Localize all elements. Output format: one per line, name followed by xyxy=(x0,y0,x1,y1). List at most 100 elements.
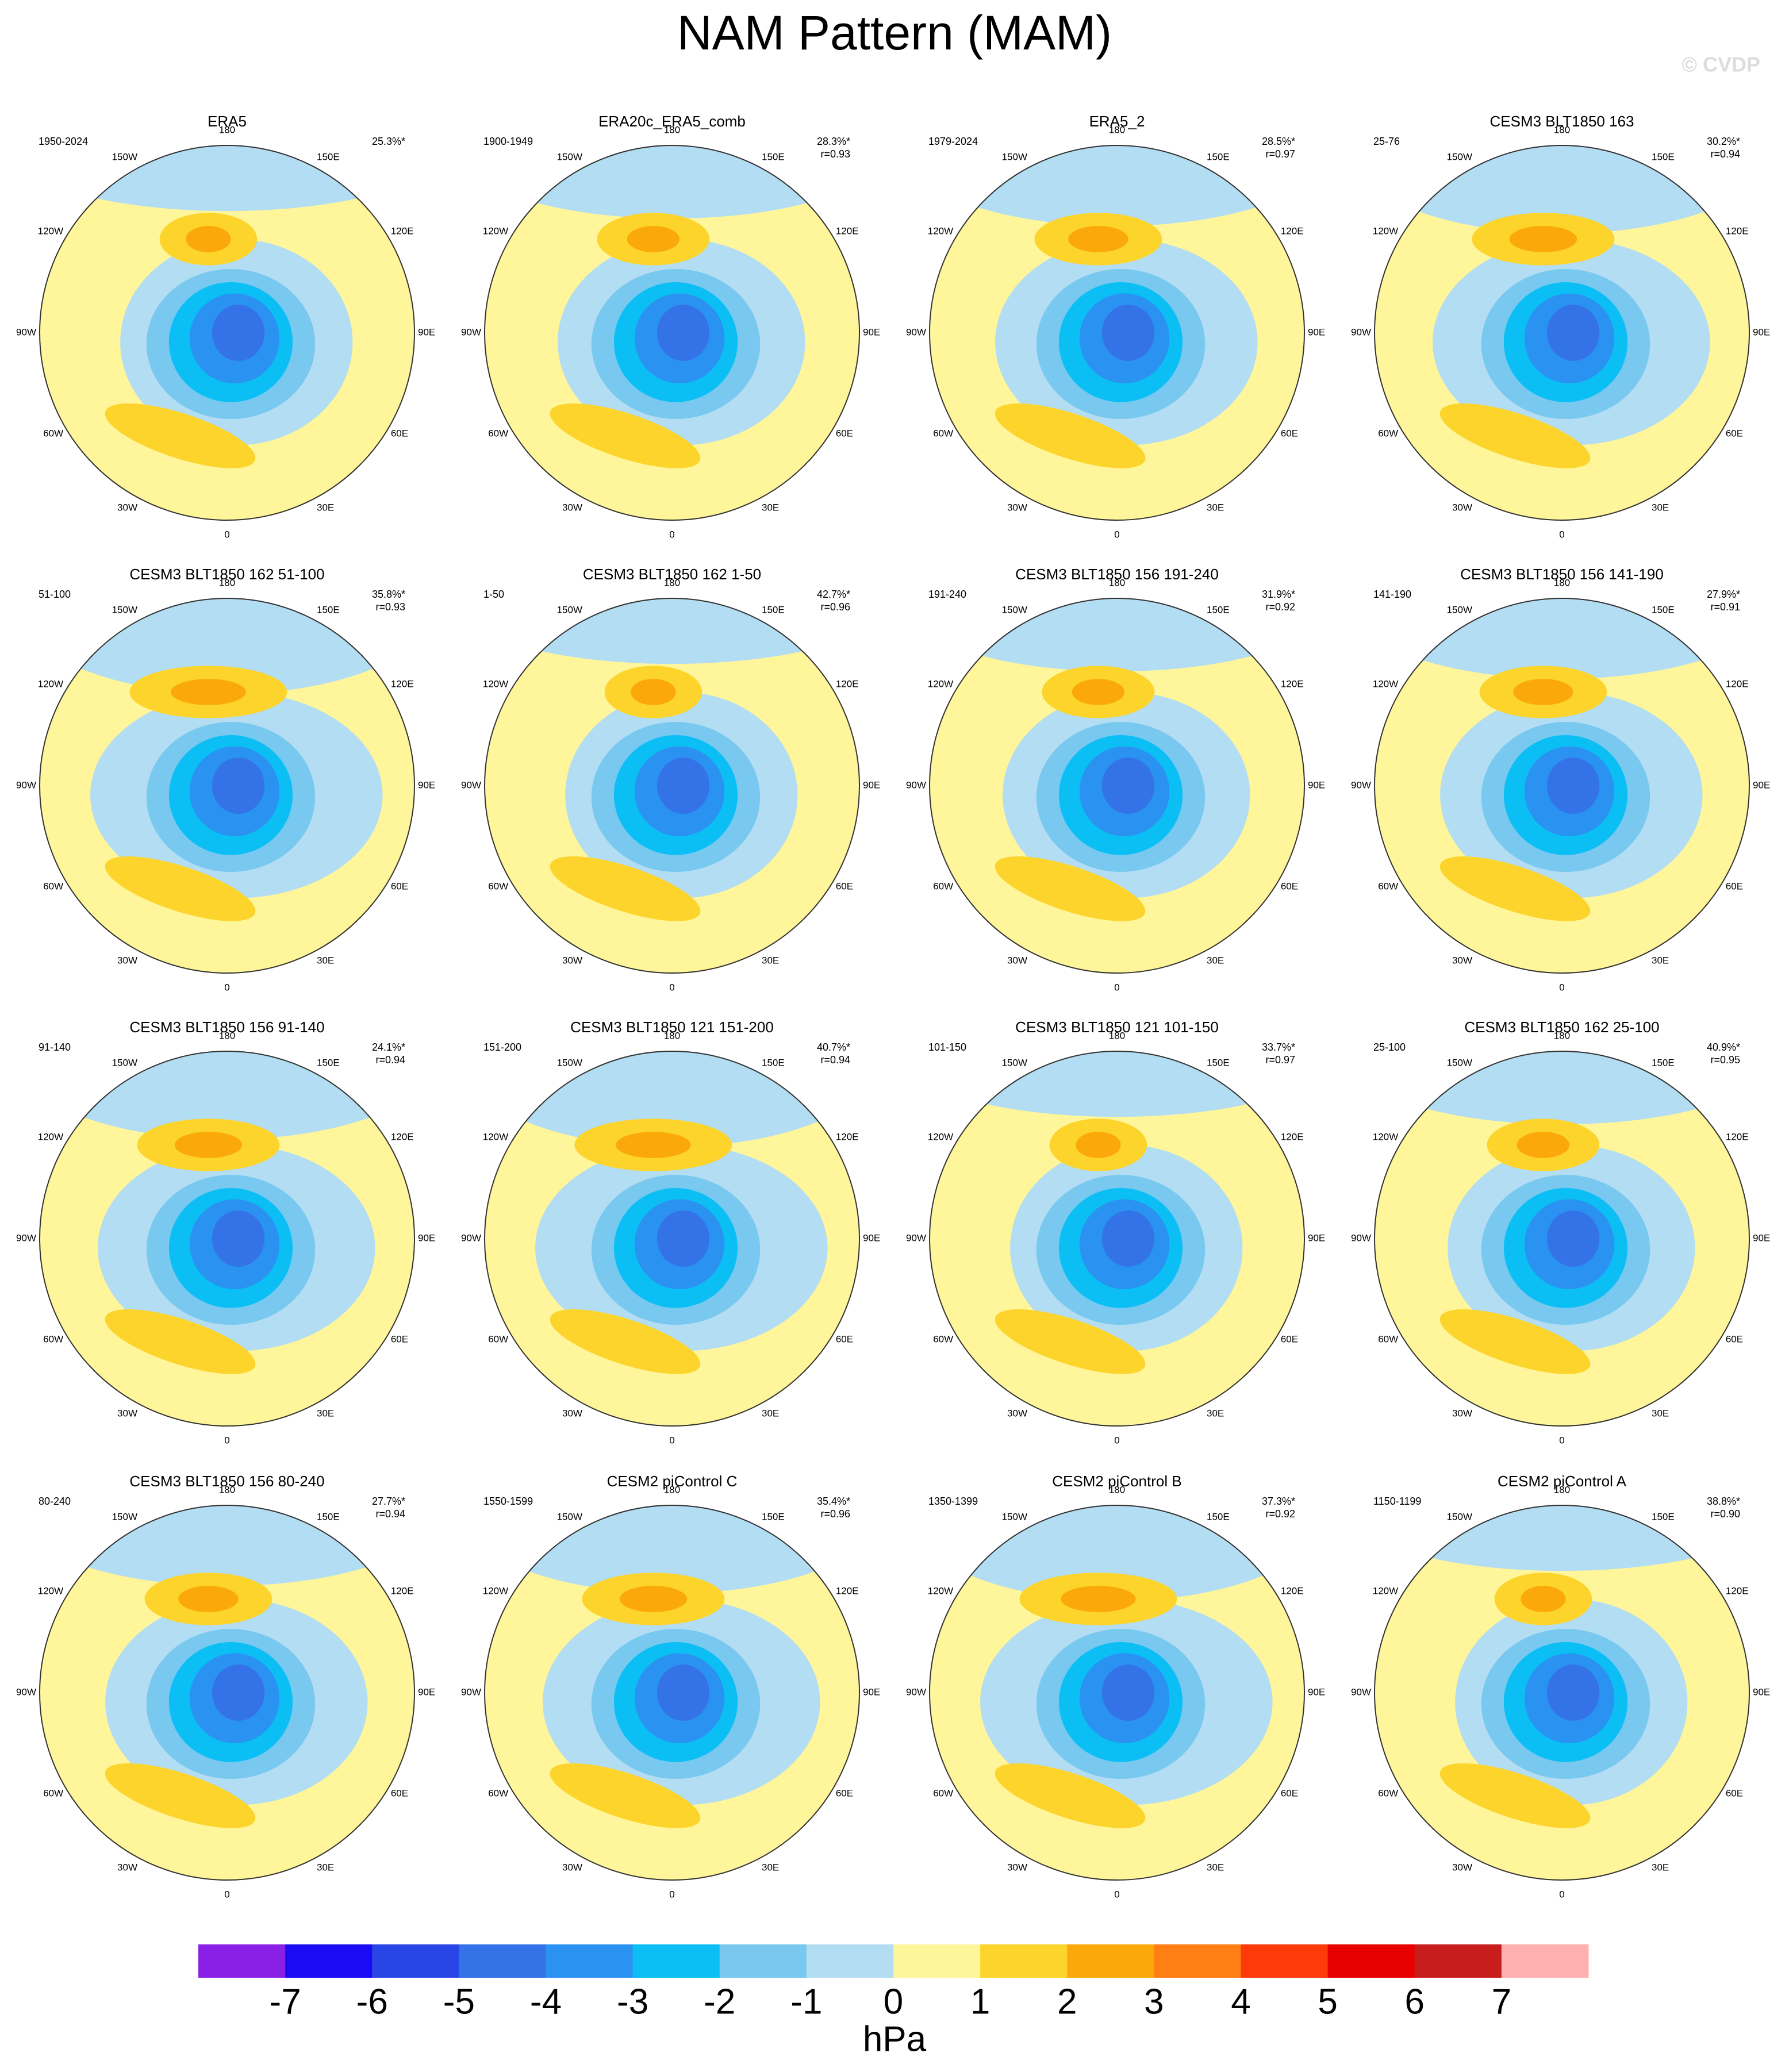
panel-variance: 30.2%* xyxy=(1707,136,1740,147)
panel-title: CESM3 BLT1850 156 80-240 xyxy=(129,1473,324,1490)
shading xyxy=(657,1664,710,1721)
panel-title: CESM2 piControl B xyxy=(1052,1473,1181,1490)
map-panel: CESM3 BLT1850 156 141-190 141-190 27.9%*r=… xyxy=(1351,566,1770,993)
longitude-label: 60E xyxy=(1281,428,1298,439)
panel-correlation: r=0.96 xyxy=(820,1508,850,1520)
shading xyxy=(485,598,859,664)
panel-title: CESM3 BLT1850 156 191-240 xyxy=(1015,566,1219,583)
panel-correlation: r=0.94 xyxy=(375,1054,405,1066)
panel-title: CESM3 BLT1850 162 51-100 xyxy=(129,566,324,583)
panel-correlation: r=0.94 xyxy=(820,1054,850,1066)
longitude-label: 120W xyxy=(483,1585,508,1596)
longitude-label: 60W xyxy=(488,428,508,439)
longitude-label: 150W xyxy=(557,605,582,616)
panel-title: CESM2 piControl C xyxy=(607,1473,738,1490)
panel-title: CESM3 BLT1850 121 101-150 xyxy=(1015,1018,1219,1036)
map-panel: CESM3 BLT1850 162 51-100 51-100 35.8%*r=0.… xyxy=(16,566,435,993)
colorbar-swatch xyxy=(285,1944,373,1978)
shading xyxy=(1513,679,1573,705)
map-panel: CESM3 BLT1850 121 151-200 151-200 40.7%*r=… xyxy=(461,1018,880,1446)
longitude-label: 120W xyxy=(483,1131,508,1142)
longitude-label: 60E xyxy=(1281,1787,1298,1798)
shading xyxy=(550,1763,701,1828)
map-field xyxy=(485,598,859,973)
colorbar-swatch xyxy=(1501,1944,1589,1978)
longitude-label: 30W xyxy=(562,1862,582,1873)
panel-variance: 27.7%* xyxy=(372,1496,405,1507)
colorbar-swatch xyxy=(719,1944,807,1978)
map-field xyxy=(930,145,1304,520)
longitude-label: 90W xyxy=(461,326,481,337)
panel-variance: 31.9%* xyxy=(1262,589,1295,600)
shading xyxy=(930,1051,1304,1117)
longitude-label: 30W xyxy=(562,1408,582,1419)
longitude-label: 120E xyxy=(391,1131,414,1142)
longitude-label: 30E xyxy=(317,955,334,966)
longitude-label: 60E xyxy=(391,428,408,439)
longitude-label: 90W xyxy=(1351,1686,1371,1697)
colorbar-label: 0 xyxy=(884,1982,903,2021)
panel-variance: 25.3%* xyxy=(372,136,405,147)
shading xyxy=(1101,1210,1155,1267)
panel-period: 141-190 xyxy=(1373,589,1411,600)
shading xyxy=(1072,679,1125,705)
longitude-label: 0 xyxy=(1559,529,1564,540)
map-border xyxy=(1374,1505,1750,1881)
map-panel: CESM3 BLT1850 163 25-76 30.2%*r=0.94 180 150… xyxy=(1351,113,1770,540)
longitude-label: 150E xyxy=(1207,1058,1230,1068)
panel-title: CESM3 BLT1850 156 91-140 xyxy=(129,1018,324,1036)
shading xyxy=(1101,1664,1155,1721)
longitude-label: 120E xyxy=(836,1131,859,1142)
longitude-label: 150W xyxy=(557,152,582,163)
shading xyxy=(930,1505,1304,1601)
longitude-label: 60W xyxy=(933,881,953,891)
longitude-label: 120W xyxy=(1373,1131,1398,1142)
map-field xyxy=(1375,1051,1749,1426)
longitude-label: 90E xyxy=(1308,1232,1325,1243)
longitude-label: 0 xyxy=(1559,1889,1564,1900)
longitude-label: 150E xyxy=(1652,1058,1675,1068)
longitude-label: 150W xyxy=(1447,1512,1472,1523)
longitude-label: 60W xyxy=(933,1787,953,1798)
panel-correlation: r=0.92 xyxy=(1265,601,1295,613)
longitude-label: 0 xyxy=(669,529,674,540)
longitude-label: 0 xyxy=(1114,529,1119,540)
shading xyxy=(1439,403,1591,468)
shading xyxy=(1439,856,1591,921)
longitude-label: 150E xyxy=(317,152,340,163)
longitude-label: 0 xyxy=(1114,1435,1119,1446)
shading xyxy=(657,1210,710,1267)
longitude-label: 180 xyxy=(1109,124,1125,135)
map-panel: CESM2 piControl A 1150-1199 38.8%*r=0.90 18… xyxy=(1351,1473,1770,1900)
longitude-label: 180 xyxy=(664,577,680,588)
longitude-label: 120W xyxy=(38,1131,63,1142)
panel-variance: 40.7%* xyxy=(817,1041,850,1053)
longitude-label: 150E xyxy=(1207,1512,1230,1523)
colorbar-label: -3 xyxy=(617,1982,648,2021)
map-border xyxy=(484,145,860,521)
panel-correlation: r=0.94 xyxy=(375,1508,405,1520)
longitude-label: 120E xyxy=(836,1585,859,1596)
longitude-label: 30E xyxy=(1652,1408,1669,1419)
map-field xyxy=(485,1051,859,1426)
panel-period: 1950-2024 xyxy=(39,136,88,147)
longitude-label: 180 xyxy=(1109,1030,1125,1041)
longitude-label: 90W xyxy=(461,1686,481,1697)
panel-period: 1979-2024 xyxy=(928,136,978,147)
longitude-label: 60E xyxy=(1726,428,1743,439)
longitude-label: 120E xyxy=(1281,678,1304,689)
panel-variance: 28.3%* xyxy=(817,136,850,147)
panel-title: CESM3 BLT1850 163 xyxy=(1490,113,1634,130)
shading xyxy=(1375,1505,1749,1571)
map-border xyxy=(929,1051,1305,1427)
map-border xyxy=(929,598,1305,974)
longitude-label: 150W xyxy=(1002,152,1027,163)
panel-correlation: r=0.93 xyxy=(820,148,850,160)
panel-correlation: r=0.97 xyxy=(1265,1054,1295,1066)
longitude-label: 60W xyxy=(488,881,508,891)
longitude-label: 60E xyxy=(391,881,408,891)
longitude-label: 90E xyxy=(1753,1232,1770,1243)
shading xyxy=(1101,758,1155,814)
longitude-label: 60W xyxy=(488,1333,508,1344)
longitude-label: 90E xyxy=(863,1686,880,1697)
